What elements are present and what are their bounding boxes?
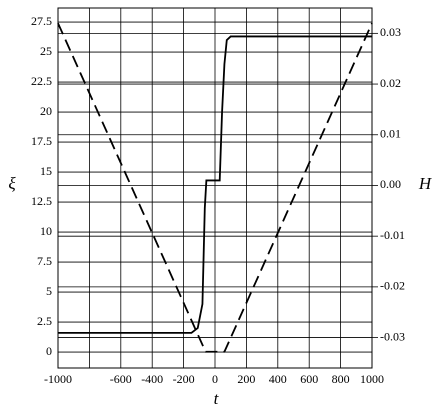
y-tick-label: 0 [46, 344, 52, 358]
y-tick-label: 2.5 [37, 314, 52, 328]
y-tick-label: 10 [40, 224, 52, 238]
x-tick-label: 200 [237, 372, 255, 386]
x-tick-label: -1000 [44, 372, 72, 386]
x-tick-label: -200 [173, 372, 195, 386]
y2-tick-label: -0.01 [380, 228, 405, 242]
y2-tick-label: 0.02 [380, 76, 401, 90]
y-tick-label: 25 [40, 44, 52, 58]
y2-tick-label: -0.03 [380, 329, 405, 343]
y-tick-label: 5 [46, 284, 52, 298]
x-tick-label: 0 [212, 372, 218, 386]
y2-tick-label: -0.02 [380, 279, 405, 293]
y2-tick-label: 0.01 [380, 127, 401, 141]
y-tick-label: 17.5 [31, 134, 52, 148]
y-tick-label: 20 [40, 104, 52, 118]
y2-tick-label: 0.00 [380, 177, 401, 191]
series-line [57, 22, 373, 353]
y-tick-label: 7.5 [37, 254, 52, 268]
x-tick-label: -600 [110, 372, 132, 386]
y2-tick-label: 0.03 [380, 25, 401, 39]
x-tick-label: -400 [141, 372, 163, 386]
x-tick-label: 600 [300, 372, 318, 386]
x-tick-label: 1000 [360, 372, 384, 386]
y-axis-label: ξ [8, 174, 16, 193]
y-tick-label: 27.5 [31, 14, 52, 28]
y-tick-label: 22.5 [31, 74, 52, 88]
y-tick-label: 12.5 [31, 194, 52, 208]
x-tick-label: 800 [332, 372, 350, 386]
plot-frame [57, 7, 373, 369]
x-axis-label: t [214, 389, 220, 408]
y2-axis-label: H [418, 174, 433, 193]
series-line [58, 35, 372, 334]
y-tick-label: 15 [40, 164, 52, 178]
x-tick-label: 400 [269, 372, 287, 386]
